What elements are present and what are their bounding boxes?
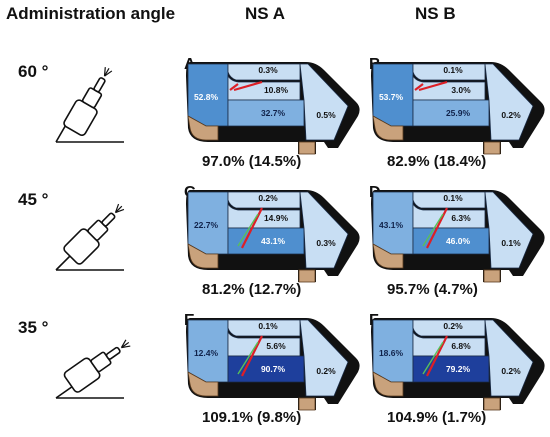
region-left-value: 43.1% xyxy=(379,220,404,230)
region-middle-value: 6.3% xyxy=(451,213,471,223)
region-left-value: 12.4% xyxy=(194,348,219,358)
nasal-cavity-diagram: 43.1% 0.1% 6.3% 46.0% 0.1% xyxy=(371,190,545,283)
total-deposition-label: 82.9% (18.4%) xyxy=(387,153,487,170)
region-left-value: 53.7% xyxy=(379,92,404,102)
total-deposition-label: 109.1% (9.8%) xyxy=(202,409,302,426)
nasal-cavity-diagram: 22.7% 0.2% 14.9% 43.1% 0.3% xyxy=(186,190,360,283)
nasal-spray-device-icon xyxy=(55,339,131,399)
region-top-value: 0.3% xyxy=(258,65,278,75)
panel-e: E12.4%0.1%5.6%90.7%0.2%109.1% (9.8%) xyxy=(178,312,368,437)
nasal-cavity-diagram: 53.7% 0.1% 3.0% 25.9% 0.2% xyxy=(371,62,545,155)
region-top-value: 0.2% xyxy=(443,321,463,331)
total-deposition-label: 81.2% (12.7%) xyxy=(202,281,302,298)
region-right-value: 0.5% xyxy=(316,110,336,120)
region-right-value: 0.2% xyxy=(501,110,521,120)
nasal-cavity-diagram: 52.8% 0.3% 10.8% 32.7% 0.5% xyxy=(186,62,360,155)
region-top-value: 0.2% xyxy=(258,193,278,203)
region-top-value: 0.1% xyxy=(258,321,278,331)
device-illustration xyxy=(28,188,138,293)
header-ns-a: NS A xyxy=(245,4,285,23)
nasal-cavity-diagram: 12.4% 0.1% 5.6% 90.7% 0.2% xyxy=(186,318,360,411)
region-lower-value: 43.1% xyxy=(261,236,286,246)
total-deposition-label: 95.7% (4.7%) xyxy=(387,281,478,298)
angle-label: 45 ° xyxy=(18,190,49,209)
region-left-value: 18.6% xyxy=(379,348,404,358)
region-top-value: 0.1% xyxy=(443,193,463,203)
region-middle-value: 14.9% xyxy=(264,213,289,223)
panel-a: A52.8%0.3%10.8%32.7%0.5%97.0% (14.5%) xyxy=(178,56,368,181)
region-top-value: 0.1% xyxy=(443,65,463,75)
nasal-spray-device-icon xyxy=(55,67,124,143)
region-left-value: 22.7% xyxy=(194,220,219,230)
panel-f: F18.6%0.2%6.8%79.2%0.2%104.9% (1.7%) xyxy=(363,312,550,437)
region-right-value: 0.1% xyxy=(501,238,521,248)
region-right-value: 0.3% xyxy=(316,238,336,248)
device-illustration xyxy=(28,316,138,421)
total-deposition-label: 97.0% (14.5%) xyxy=(202,153,302,170)
angle-label: 60 ° xyxy=(18,62,49,81)
panel-d: D43.1%0.1%6.3%46.0%0.1%95.7% (4.7%) xyxy=(363,184,550,309)
header-ns-b: NS B xyxy=(415,4,456,23)
region-lower-value: 32.7% xyxy=(261,108,286,118)
panel-b: B53.7%0.1%3.0%25.9%0.2%82.9% (18.4%) xyxy=(363,56,550,181)
region-middle-value: 10.8% xyxy=(264,85,289,95)
region-middle-value: 6.8% xyxy=(451,341,471,351)
region-lower-value: 90.7% xyxy=(261,364,286,374)
total-deposition-label: 104.9% (1.7%) xyxy=(387,409,487,426)
panel-c: C22.7%0.2%14.9%43.1%0.3%81.2% (12.7%) xyxy=(178,184,368,309)
header-administration-angle: Administration angle xyxy=(6,4,176,23)
region-lower-value: 79.2% xyxy=(446,364,471,374)
region-middle-value: 5.6% xyxy=(266,341,286,351)
region-lower-value: 25.9% xyxy=(446,108,471,118)
region-lower-value: 46.0% xyxy=(446,236,471,246)
region-right-value: 0.2% xyxy=(316,366,336,376)
device-illustration xyxy=(28,60,138,165)
region-middle-value: 3.0% xyxy=(451,85,471,95)
angle-label: 35 ° xyxy=(18,318,49,337)
region-right-value: 0.2% xyxy=(501,366,521,376)
nasal-spray-device-icon xyxy=(55,203,125,271)
nasal-cavity-diagram: 18.6% 0.2% 6.8% 79.2% 0.2% xyxy=(371,318,545,411)
region-left-value: 52.8% xyxy=(194,92,219,102)
